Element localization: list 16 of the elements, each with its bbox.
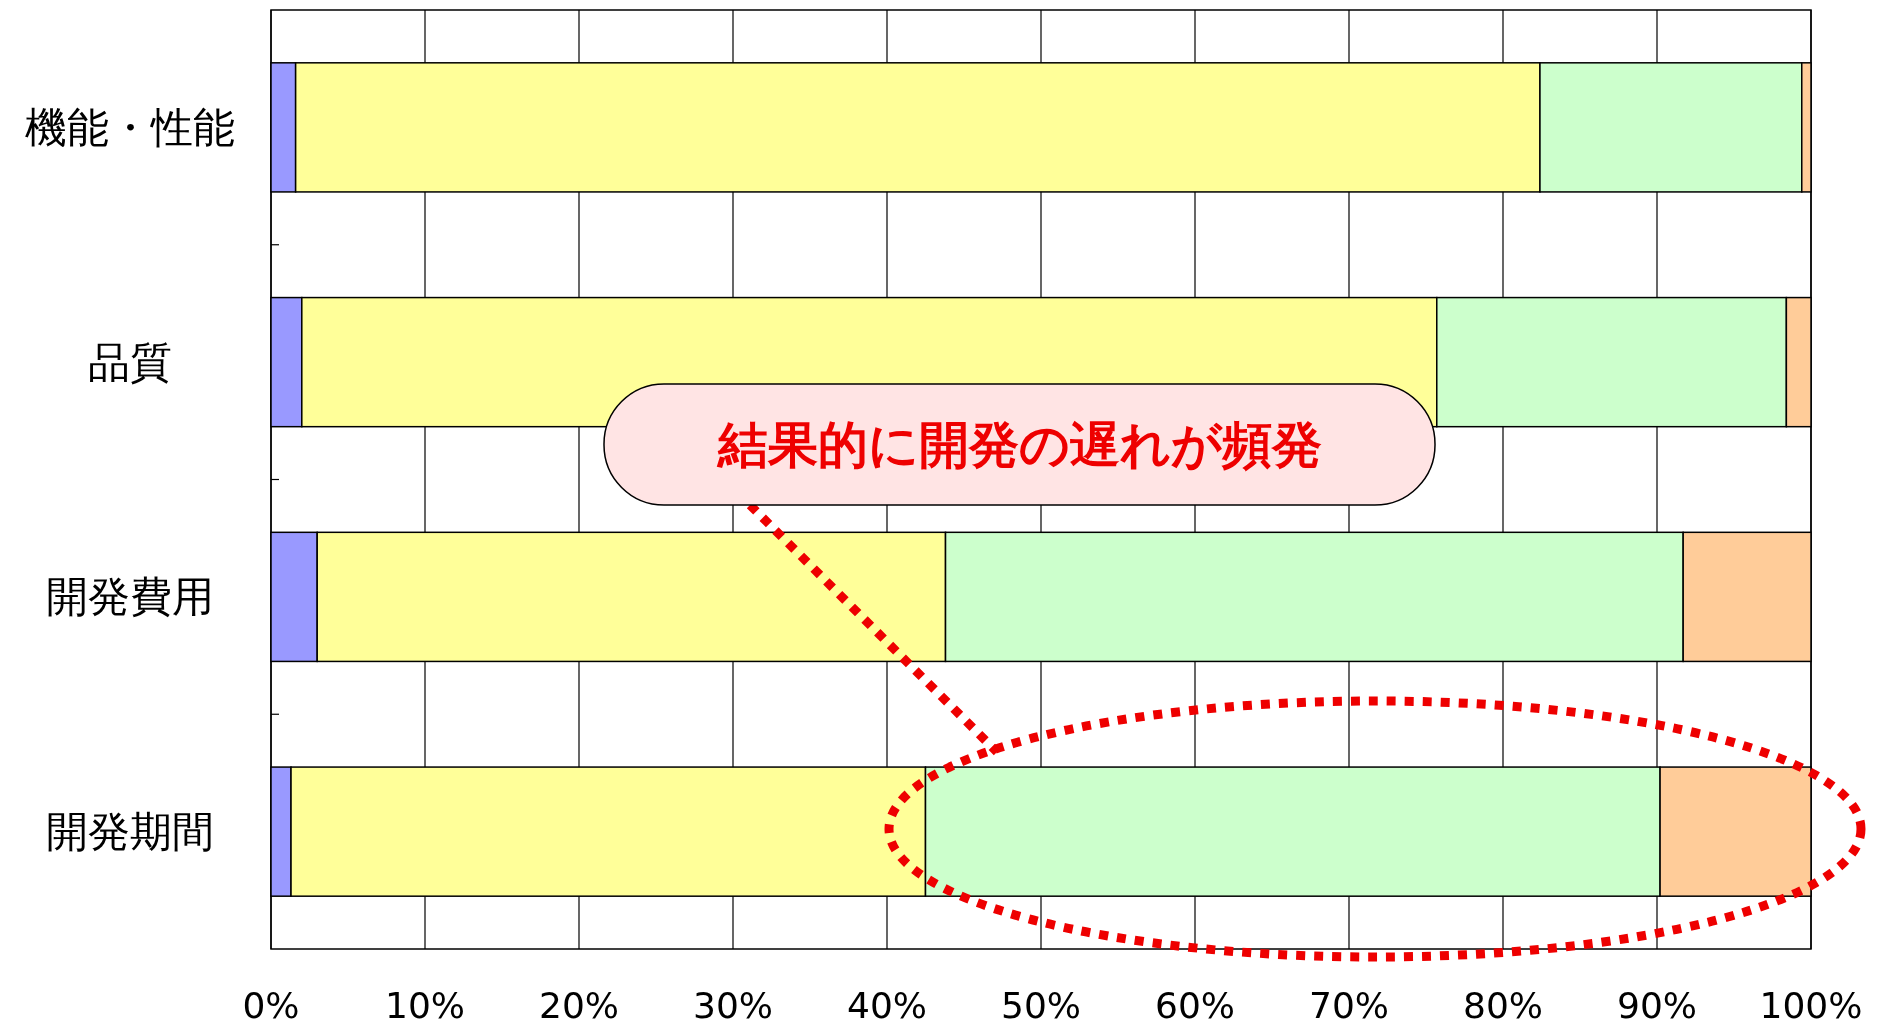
y-tick-label: 開発期間 [46, 807, 214, 857]
y-tick-label: 機能・性能 [25, 102, 235, 152]
x-tick-label: 80% [1462, 984, 1544, 1026]
x-tick-label: 40% [846, 984, 928, 1026]
y-tick-label: 品質 [88, 337, 172, 387]
x-tick-label: 20% [538, 984, 620, 1026]
annotation: 結果的に開発の遅れが頻発 [715, 415, 1322, 474]
x-tick-label: 0% [242, 984, 300, 1026]
x-tick-label: 60% [1154, 984, 1236, 1026]
y-tick-label: 開発費用 [46, 572, 214, 622]
x-tick-label: 90% [1616, 984, 1698, 1026]
x-tick-label: 30% [692, 984, 774, 1026]
x-tick-label: 10% [384, 984, 466, 1026]
x-tick-label: 100% [1759, 984, 1863, 1026]
x-tick-label: 50% [1000, 984, 1082, 1026]
x-tick-label: 70% [1308, 984, 1390, 1026]
